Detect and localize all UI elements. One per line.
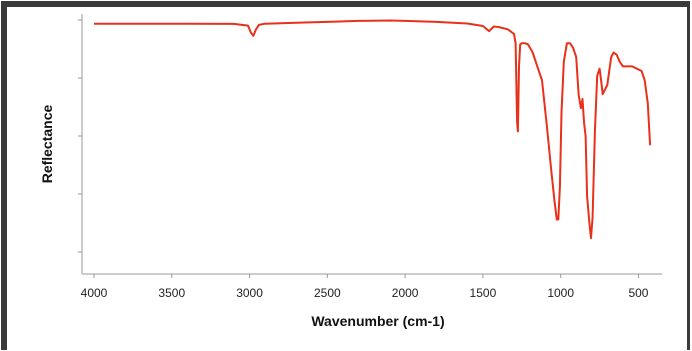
x-tick-label: 3000 bbox=[236, 286, 263, 300]
series-line bbox=[94, 19, 652, 240]
x-tick-label: 2000 bbox=[392, 286, 419, 300]
x-tick-label: 2500 bbox=[314, 286, 341, 300]
x-tick-label: 3500 bbox=[158, 286, 185, 300]
axes bbox=[81, 14, 662, 275]
x-tick-label: 1500 bbox=[470, 286, 497, 300]
x-axis-title: Wavenumber (cm-1) bbox=[311, 313, 444, 329]
y-axis-ticks bbox=[78, 19, 82, 253]
x-tick-label: 1000 bbox=[547, 286, 574, 300]
y-axis-title: Reflectance bbox=[39, 104, 55, 183]
x-tick-label: 500 bbox=[628, 286, 648, 300]
x-axis-ticks: 4000 3500 3000 2500 2000 1500 1000 500 bbox=[81, 274, 649, 300]
x-tick-label: 4000 bbox=[81, 286, 108, 300]
